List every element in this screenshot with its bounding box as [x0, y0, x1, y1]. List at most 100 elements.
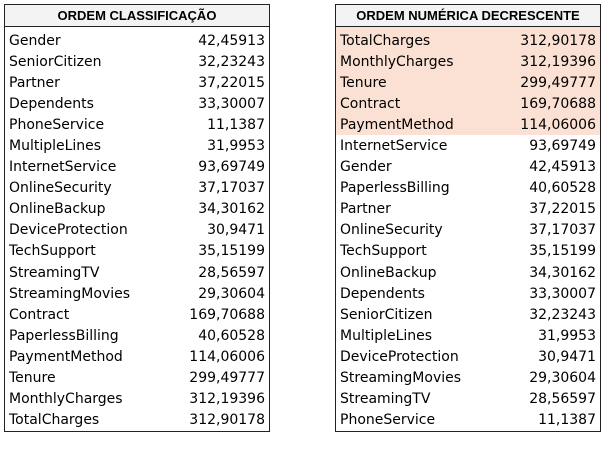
score-value-cell: 35,15199 — [496, 240, 602, 263]
variable-name-cell: DeviceProtection — [4, 219, 166, 241]
table-row: Partner 37,22015 — [335, 198, 602, 220]
score-value-cell: 31,9953 — [165, 135, 271, 157]
variable-name-cell: OnlineBackup — [335, 262, 497, 284]
variable-name-cell: InternetService — [4, 156, 166, 178]
score-value-cell: 42,45913 — [496, 156, 602, 178]
variable-name-cell: OnlineSecurity — [335, 219, 497, 241]
table-row: StreamingMovies 29,30604 — [4, 283, 271, 305]
table-row: OnlineSecurity 37,17037 — [335, 219, 602, 241]
variable-name-cell: PaymentMethod — [4, 346, 166, 368]
variable-name-cell: Gender — [335, 156, 497, 178]
variable-name-cell: Dependents — [335, 283, 497, 305]
variable-name-cell: StreamingMovies — [335, 367, 497, 389]
table-title: ORDEM NUMÉRICA DECRESCENTE — [335, 4, 601, 27]
table-row: InternetService 93,69749 — [335, 135, 602, 157]
variable-name-cell: InternetService — [335, 135, 497, 157]
table-row: Tenure 299,49777 — [335, 72, 602, 94]
variable-name-cell: TechSupport — [335, 240, 497, 263]
variable-name-cell: TechSupport — [4, 240, 166, 263]
score-value-cell: 114,06006 — [165, 346, 271, 368]
table-row: PhoneService 11,1387 — [4, 114, 271, 136]
variable-name-cell: Partner — [335, 198, 497, 220]
score-value-cell: 37,22015 — [496, 198, 602, 220]
score-value-cell: 29,30604 — [165, 283, 271, 305]
table-row: Partner 37,22015 — [4, 72, 271, 94]
score-value-cell: 11,1387 — [496, 409, 602, 432]
score-value-cell: 93,69749 — [496, 135, 602, 157]
table-row: OnlineBackup 34,30162 — [335, 262, 602, 284]
table-row: Contract 169,70688 — [335, 93, 602, 115]
score-value-cell: 29,30604 — [496, 367, 602, 389]
table-row: PhoneService 11,1387 — [335, 409, 602, 432]
table-row: DeviceProtection 30,9471 — [4, 219, 271, 241]
table-row: PaperlessBilling 40,60528 — [335, 177, 602, 199]
score-value-cell: 31,9953 — [496, 325, 602, 347]
score-value-cell: 35,15199 — [165, 240, 271, 263]
variable-name-cell: PhoneService — [4, 114, 166, 136]
table-row: TotalCharges 312,90178 — [4, 409, 271, 432]
variable-name-cell: SeniorCitizen — [4, 51, 166, 73]
score-value-cell: 114,06006 — [496, 114, 602, 136]
table-row: DeviceProtection 30,9471 — [335, 346, 602, 368]
variable-name-cell: Tenure — [4, 367, 166, 389]
table-header-row: ORDEM NUMÉRICA DECRESCENTE — [335, 4, 601, 27]
table-row: SeniorCitizen 32,23243 — [335, 304, 602, 326]
score-value-cell: 93,69749 — [165, 156, 271, 178]
score-value-cell: 30,9471 — [165, 219, 271, 241]
score-value-cell: 312,90178 — [496, 26, 602, 52]
variable-name-cell: PaperlessBilling — [335, 177, 497, 199]
score-value-cell: 299,49777 — [165, 367, 271, 389]
variable-name-cell: Gender — [4, 26, 166, 52]
score-value-cell: 32,23243 — [165, 51, 271, 73]
table-row: PaymentMethod 114,06006 — [4, 346, 271, 368]
score-value-cell: 312,90178 — [165, 409, 271, 432]
table-row: StreamingMovies 29,30604 — [335, 367, 602, 389]
table-row: Gender 42,45913 — [335, 156, 602, 178]
score-value-cell: 299,49777 — [496, 72, 602, 94]
variable-name-cell: StreamingTV — [4, 262, 166, 284]
table-row: MonthlyCharges 312,19396 — [4, 388, 271, 410]
variable-name-cell: MultipleLines — [4, 135, 166, 157]
score-value-cell: 33,30007 — [496, 283, 602, 305]
table-row: MonthlyCharges 312,19396 — [335, 51, 602, 73]
score-value-cell: 37,17037 — [496, 219, 602, 241]
table-body: Gender 42,45913 SeniorCitizen 32,23243 Partn… — [4, 26, 271, 432]
table-row: MultipleLines 31,9953 — [4, 135, 271, 157]
score-value-cell: 37,17037 — [165, 177, 271, 199]
table-header-row: ORDEM CLASSIFICAÇÃO — [4, 4, 270, 27]
score-value-cell: 33,30007 — [165, 93, 271, 115]
variable-name-cell: Contract — [4, 304, 166, 326]
table-row: Dependents 33,30007 — [4, 93, 271, 115]
table-row: Dependents 33,30007 — [335, 283, 602, 305]
table-row: MultipleLines 31,9953 — [335, 325, 602, 347]
score-value-cell: 32,23243 — [496, 304, 602, 326]
variable-name-cell: MonthlyCharges — [4, 388, 166, 410]
score-value-cell: 40,60528 — [496, 177, 602, 199]
variable-name-cell: PaymentMethod — [335, 114, 497, 136]
variable-name-cell: Dependents — [4, 93, 166, 115]
variable-name-cell: StreamingMovies — [4, 283, 166, 305]
variable-name-cell: Contract — [335, 93, 497, 115]
score-value-cell: 28,56597 — [496, 388, 602, 410]
table-row: Contract 169,70688 — [4, 304, 271, 326]
variable-name-cell: MonthlyCharges — [335, 51, 497, 73]
score-value-cell: 312,19396 — [496, 51, 602, 73]
score-value-cell: 34,30162 — [496, 262, 602, 284]
table-title: ORDEM CLASSIFICAÇÃO — [4, 4, 270, 27]
variable-name-cell: TotalCharges — [4, 409, 166, 432]
score-value-cell: 30,9471 — [496, 346, 602, 368]
table-row: OnlineBackup 34,30162 — [4, 198, 271, 220]
variable-name-cell: OnlineSecurity — [4, 177, 166, 199]
variable-name-cell: StreamingTV — [335, 388, 497, 410]
variable-name-cell: PaperlessBilling — [4, 325, 166, 347]
table-row: PaperlessBilling 40,60528 — [4, 325, 271, 347]
variable-name-cell: TotalCharges — [335, 26, 497, 52]
table-body: TotalCharges 312,90178 MonthlyCharges 312,1… — [335, 26, 602, 432]
score-value-cell: 34,30162 — [165, 198, 271, 220]
classification-order-table: ORDEM CLASSIFICAÇÃO Gender 42,45913 Senior… — [4, 4, 271, 432]
variable-name-cell: PhoneService — [335, 409, 497, 432]
table-row: TechSupport 35,15199 — [335, 240, 602, 263]
score-value-cell: 28,56597 — [165, 262, 271, 284]
table-row: OnlineSecurity 37,17037 — [4, 177, 271, 199]
score-value-cell: 169,70688 — [496, 93, 602, 115]
